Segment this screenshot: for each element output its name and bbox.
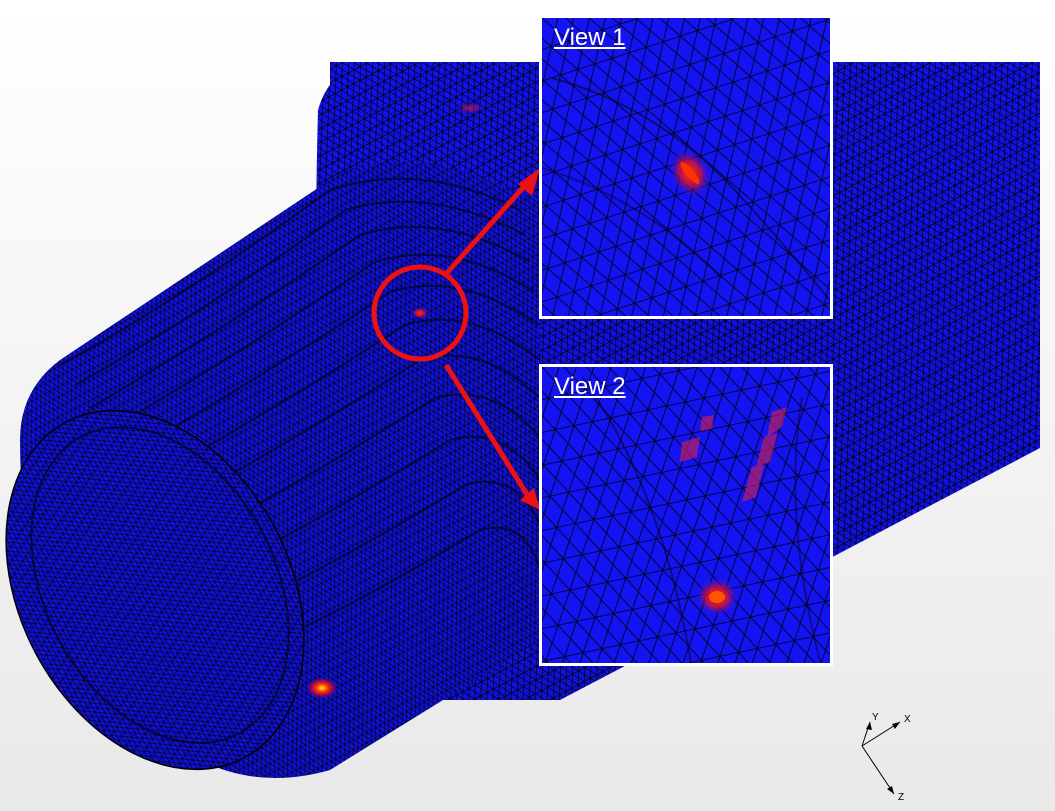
arrowhead-view2	[520, 488, 540, 510]
inset-view-2-label: View 2	[554, 373, 626, 400]
inset-view-1-mesh	[542, 18, 830, 316]
axis-triad-y-label: Y	[872, 712, 879, 723]
inset-view-1: View 1	[539, 15, 833, 319]
arrowhead-view1	[518, 168, 540, 196]
axis-triad: X Y Z	[861, 712, 911, 803]
axis-triad-z-line	[861, 745, 895, 795]
axis-triad-x-label: X	[904, 714, 911, 725]
inset-view-2-mesh	[542, 367, 830, 663]
inset-view-2: View 2	[539, 364, 833, 666]
callout	[371, 180, 531, 498]
hotspot-cylinder-base	[306, 677, 338, 699]
axis-triad-z-label: Z	[898, 792, 904, 803]
callout-arrow-view1	[444, 180, 530, 276]
callout-circle	[371, 264, 469, 362]
inset-view-2-faint-hotspots	[680, 407, 787, 502]
hotspot-collar-faint	[456, 102, 484, 114]
inset-view-1-label: View 1	[554, 24, 626, 51]
hotspot-thread-center	[411, 307, 429, 319]
callout-arrow-view2	[443, 363, 531, 498]
